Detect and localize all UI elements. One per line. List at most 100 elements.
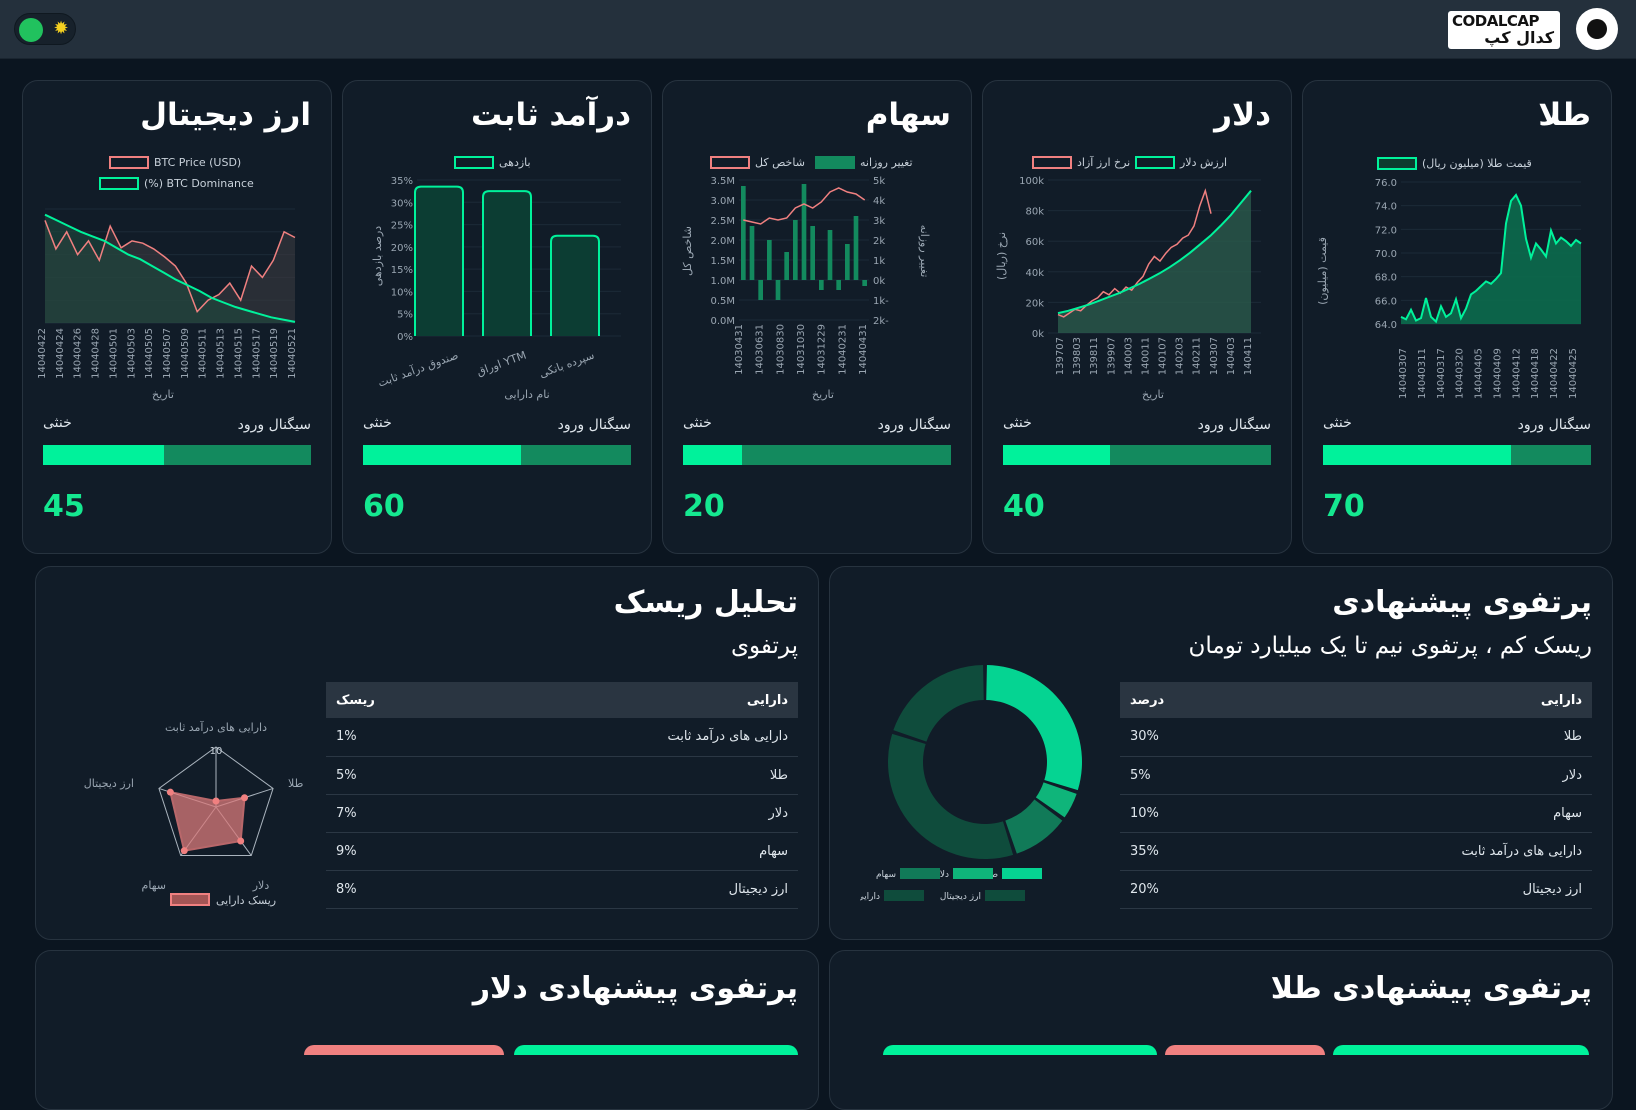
x-tick-label: اوراق YTM [475, 349, 528, 379]
x-tick-label: 14040424 [55, 328, 66, 379]
legend-swatch [99, 177, 139, 190]
x-tick-label: 140411 [1243, 337, 1254, 375]
y-tick-label: 3.0M [710, 196, 735, 207]
index-line [743, 187, 866, 225]
legend-label: تغییر روزانه [860, 156, 913, 169]
signal-label: سیگنال ورود [557, 417, 631, 433]
table-cell: 5% [1120, 756, 1260, 795]
portfolio-panel: پرتفوی پیشنهادی ریسک کم ، پرتفوی نیم تا … [829, 566, 1613, 940]
table-cell: دارایی های درآمد ثابت [466, 718, 798, 757]
y-tick-label: 64.0 [1375, 320, 1397, 331]
signal-bar-fill [43, 445, 164, 465]
table-cell: 20% [1120, 870, 1260, 909]
radar-axis-label: دارایی های درآمد ثابت [165, 720, 267, 734]
x-tick-label: 14040507 [162, 328, 173, 379]
legend-swatch [1032, 156, 1072, 169]
y-tick-label: 60k [1025, 237, 1044, 248]
table-row: طلا 5% [326, 756, 798, 795]
tab-button-green[interactable] [1333, 1045, 1589, 1055]
legend-swatch [1002, 868, 1042, 879]
signal-bar [363, 445, 631, 465]
legend-swatch [985, 890, 1025, 901]
legend-label: سهام [876, 870, 896, 880]
legend-label: نرخ ارز آزاد [1077, 155, 1130, 169]
series-line [1400, 193, 1582, 324]
donut-slice [1035, 782, 1077, 818]
x-tick-label: 14040505 [144, 328, 155, 379]
gold-portfolio-title: پرتفوی پیشنهادی طلا [1270, 971, 1592, 1006]
y2-tick-label: 4k [873, 196, 885, 207]
donut-slice [893, 665, 984, 742]
table-cell: 8% [326, 870, 466, 909]
risk-radar-chart: دارایی های درآمد ثابت طلا دلار سهام ارز دیجی… [84, 720, 304, 907]
portfolio-subtitle: ریسک کم ، پرتفوی نیم تا یک میلیارد تومان [1188, 633, 1592, 659]
risk-panel: تحلیل ریسک پرتفوی دارایی ریسک دارایی های… [35, 566, 819, 940]
y2-tick-label: 1k [873, 256, 885, 267]
bar [767, 240, 772, 280]
x-tick-label: 14040431 [858, 324, 869, 375]
y-axis-label: قیمت (میلیون) [1316, 237, 1329, 305]
table-row: دارایی های درآمد ثابت 35% [1120, 832, 1592, 871]
x-tick-label: 14040428 [91, 328, 102, 379]
tab-button-green[interactable] [883, 1045, 1157, 1055]
legend-label: دلار [935, 870, 950, 880]
signal-bar [683, 445, 951, 465]
table-cell: سهام [466, 832, 798, 871]
bar [836, 280, 841, 290]
table-cell: 9% [326, 832, 466, 871]
x-tick-label: 14040311 [1417, 348, 1428, 399]
bar [749, 226, 755, 280]
x-tick-label: 14030631 [755, 324, 766, 375]
x-tick-label: 14030830 [775, 324, 786, 375]
y-tick-label: 2.0M [710, 236, 735, 247]
tab-button-salmon[interactable] [1165, 1045, 1325, 1055]
x-tick-label: 14040521 [287, 328, 298, 379]
signal-bar [1323, 445, 1591, 465]
y-tick-label: 80k [1025, 207, 1044, 218]
bar [550, 234, 600, 336]
x-tick-label: 139707 [1055, 337, 1066, 375]
x-tick-label: 140203 [1175, 337, 1186, 375]
y-tick-label: 2.5M [710, 216, 735, 227]
risk-header-risk: ریسک [326, 682, 466, 718]
y-axis-label: نرخ (ریال) [995, 232, 1008, 280]
bar [862, 280, 867, 286]
x-tick-label: 14040425 [1568, 348, 1579, 399]
y-tick-label: 72.0 [1375, 225, 1397, 236]
portfolio-header-pct: درصد [1120, 682, 1260, 718]
neutral-label: خنثی [1323, 415, 1352, 431]
y2-tick-label: 3k [873, 216, 885, 227]
x-tick-label: 14040317 [1436, 348, 1447, 399]
table-cell: 30% [1120, 718, 1260, 757]
legend-label: ارز دیجیتال [940, 892, 981, 902]
y-tick-label: 68.0 [1375, 273, 1397, 284]
bar [793, 220, 798, 280]
x-tick-label: سپرده بانکی [538, 349, 596, 381]
y-tick-label: 20k [1025, 298, 1044, 309]
bar [482, 190, 532, 336]
table-row: سهام 9% [326, 832, 798, 871]
signal-label: سیگنال ورود [237, 417, 311, 433]
x-axis-label: تاریخ [1142, 388, 1164, 401]
radar-max-label: 10 [210, 746, 223, 757]
x-tick-label: 14040426 [73, 328, 84, 379]
x-tick-label: صندوق درآمد ثابت [376, 348, 460, 390]
x-tick-label: 14040418 [1530, 348, 1541, 399]
theme-toggle[interactable]: ✹ [14, 13, 76, 45]
card-fixed-income: درآمد ثابت سیگنال ورود خنثی 60 بازدهی 35% 30% 2… [342, 80, 652, 554]
table-row: ارز دیجیتال 8% [326, 870, 798, 909]
table-cell: طلا [1260, 718, 1592, 757]
tab-button-salmon[interactable] [304, 1045, 504, 1055]
x-tick-label: 14040231 [837, 324, 848, 375]
logo[interactable]: CODALCAP کدال کپ [1448, 8, 1618, 52]
radar-axis-label: طلا [288, 777, 304, 790]
card-title: درآمد ثابت [470, 97, 631, 133]
donut-slice [986, 665, 1082, 791]
radar-point [241, 794, 249, 802]
legend-label: ریسک دارایی [216, 894, 276, 907]
tab-button-green[interactable] [514, 1045, 798, 1055]
bar [758, 280, 763, 300]
gold-portfolio-panel: پرتفوی پیشنهادی طلا [829, 950, 1613, 1110]
neutral-label: خنثی [363, 415, 392, 431]
x-tick-label: 14040307 [1398, 348, 1409, 399]
